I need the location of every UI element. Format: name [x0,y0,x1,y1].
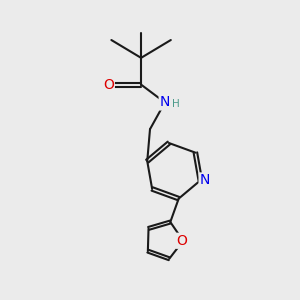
Text: O: O [176,234,187,248]
Text: N: N [200,173,210,188]
Text: H: H [172,99,180,109]
Text: N: N [160,95,170,110]
Text: O: O [103,78,114,92]
